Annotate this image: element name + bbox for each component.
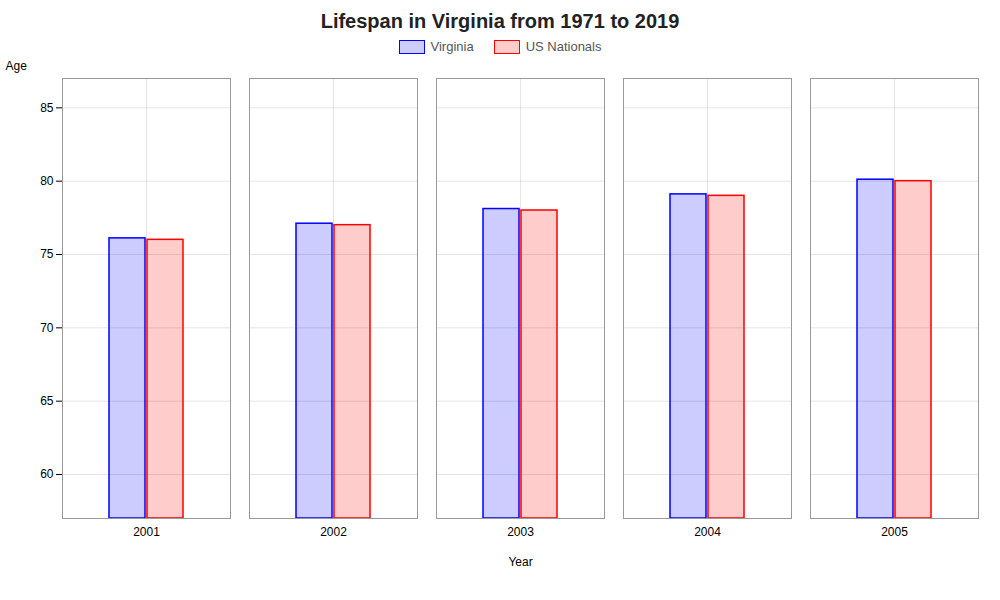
html-text:Virginia: Virginia <box>430 39 474 54</box>
svg-text:65: 65 <box>40 394 54 408</box>
svg-text:2002: 2002 <box>320 525 347 539</box>
svg-text:2005: 2005 <box>881 525 908 539</box>
svg-text:2001: 2001 <box>133 525 160 539</box>
svg-text:Age: Age <box>6 59 28 73</box>
svg-text:2003: 2003 <box>507 525 534 539</box>
svg-text:80: 80 <box>40 174 54 188</box>
html-text:Lifespan in Virginia from 1971: Lifespan in Virginia from 1971 to 2019 <box>320 10 680 32</box>
html-text:US Nationals: US Nationals <box>525 39 602 54</box>
svg-text:70: 70 <box>40 321 54 335</box>
svg-text:Year: Year <box>508 555 532 569</box>
svg-text:85: 85 <box>40 101 54 115</box>
svg-text:60: 60 <box>40 467 54 481</box>
svg-text:75: 75 <box>40 247 54 261</box>
svg-text:2004: 2004 <box>694 525 721 539</box>
